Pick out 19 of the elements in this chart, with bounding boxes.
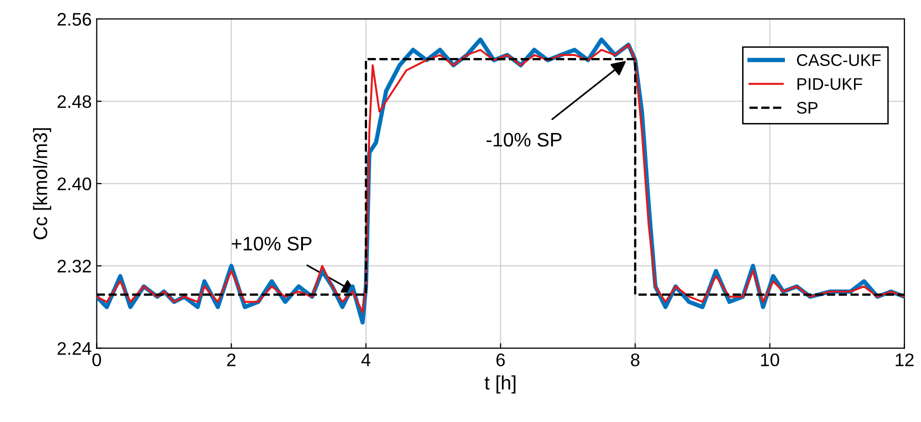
x-tick-label: 4 (361, 354, 370, 366)
x-tick-label: 12 (896, 353, 914, 366)
y-tick-label: 2.32 (58, 260, 91, 273)
y-tick-label: 2.56 (58, 12, 92, 26)
y-tick-label: 2.40 (58, 178, 92, 190)
y-tick-label: 2.48 (58, 95, 92, 108)
x-tick-label: 6 (496, 353, 505, 366)
annotation: +10% SP (232, 236, 312, 251)
legend-label: CASC-UKF (797, 54, 881, 66)
x-tick-label: 2 (227, 353, 236, 366)
x-tick-label: 10 (761, 353, 780, 366)
annotation: -10% SP (486, 132, 562, 147)
x-tick-label: 0 (92, 353, 102, 366)
legend-label: SP (796, 102, 818, 114)
x-tick-label: 8 (630, 353, 640, 366)
legend-label: PID-UKF (798, 78, 862, 90)
y-tick-label: 2.24 (58, 342, 92, 355)
y-axis-title: Cc [kmol/m3] (33, 128, 52, 240)
x-axis-title: t [h] (484, 375, 516, 394)
